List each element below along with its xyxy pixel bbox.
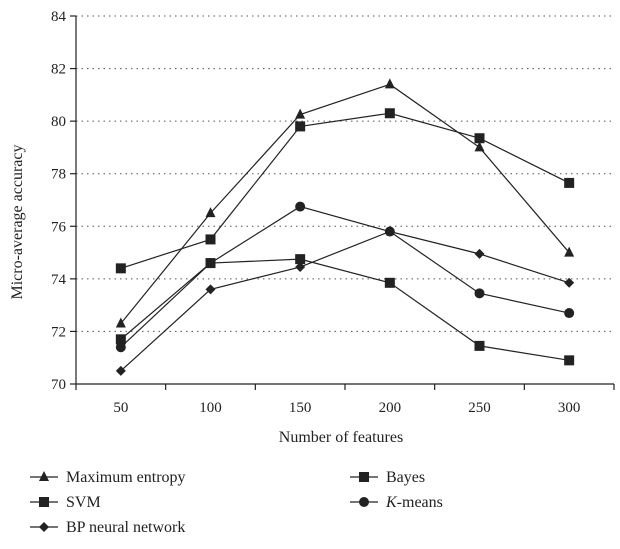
- point-bayes-50: [115, 263, 126, 274]
- legend-label-maximum-entropy: Maximum entropy: [66, 469, 186, 486]
- point-k-means-100: [205, 258, 216, 269]
- legend-label-svm: SVM: [66, 494, 101, 511]
- point-svm-50: [115, 334, 126, 345]
- series-line-bayes: [120, 112, 570, 269]
- legend-item-maximum-entropy: Maximum entropy: [30, 469, 186, 486]
- legend-item-bayes: Bayes: [350, 469, 425, 486]
- series-bayes: [115, 108, 575, 274]
- point-bayes-150: [295, 121, 306, 132]
- gridlines: [76, 15, 614, 332]
- x-tick-label-300: 300: [558, 400, 581, 416]
- legend-marker-bayes: [359, 472, 369, 482]
- series: [115, 78, 575, 376]
- legend-label-bayes: Bayes: [386, 469, 425, 486]
- y-tick-label-82: 82: [51, 62, 66, 78]
- x-axis-title: Number of features: [279, 429, 403, 446]
- legend-label-k-means: K-means: [385, 494, 443, 511]
- point-maximum-entropy-100: [205, 207, 216, 218]
- point-maximum-entropy-300: [564, 246, 575, 257]
- point-svm-150: [295, 254, 306, 265]
- point-bayes-100: [205, 234, 216, 245]
- legend-label-bp-neural-network: BP neural network: [66, 519, 185, 536]
- point-maximum-entropy-150: [295, 108, 306, 119]
- point-k-means-150: [295, 201, 306, 212]
- y-tick-label-78: 78: [51, 167, 66, 183]
- legend-marker-svm: [39, 497, 49, 507]
- point-bp-neural-network-50: [115, 365, 126, 376]
- point-bp-neural-network-150: [295, 262, 306, 273]
- series-maximum-entropy: [115, 78, 575, 328]
- series-line-svm: [120, 258, 570, 361]
- legend-marker-bp-neural-network: [39, 522, 49, 532]
- y-axis-title: Micro-average accuracy: [9, 145, 26, 300]
- point-bayes-200: [384, 108, 395, 119]
- y-tick-label-80: 80: [51, 114, 66, 130]
- x-tick-label-50: 50: [113, 400, 128, 416]
- point-bp-neural-network-250: [474, 248, 485, 259]
- x-tick-label-100: 100: [199, 400, 222, 416]
- series-bp-neural-network: [115, 226, 575, 376]
- point-bayes-300: [564, 177, 575, 188]
- y-tick-label-76: 76: [51, 219, 67, 235]
- series-svm: [115, 254, 575, 366]
- point-k-means-300: [564, 308, 575, 319]
- point-svm-200: [384, 277, 395, 288]
- point-maximum-entropy-200: [384, 78, 395, 89]
- point-bp-neural-network-300: [564, 277, 575, 288]
- legend-item-bp-neural-network: BP neural network: [30, 519, 185, 536]
- point-svm-300: [564, 355, 575, 366]
- y-tick-label-74: 74: [51, 272, 67, 288]
- point-k-means-250: [474, 288, 485, 299]
- point-k-means-50: [115, 342, 126, 353]
- point-bp-neural-network-100: [205, 284, 216, 295]
- legend-marker-maximum-entropy: [39, 471, 49, 481]
- y-tick-label-70: 70: [51, 377, 66, 393]
- point-bp-neural-network-200: [384, 226, 395, 237]
- point-bayes-250: [474, 133, 485, 144]
- y-tick-label-84: 84: [51, 9, 67, 25]
- point-maximum-entropy-250: [474, 141, 485, 152]
- point-svm-250: [474, 340, 485, 351]
- x-tick-label-250: 250: [468, 400, 491, 416]
- legend-marker-k-means: [359, 497, 369, 507]
- x-tick-label-150: 150: [289, 400, 312, 416]
- series-line-bp-neural-network: [120, 230, 570, 372]
- legend-item-k-means: K-means: [350, 494, 443, 511]
- series-line-maximum-entropy: [120, 83, 570, 324]
- series-line-k-means: [120, 205, 570, 348]
- x-tick-label-200: 200: [379, 400, 402, 416]
- tick-labels: 70 72 74 76 78 80 82 84 50 100 150 200 250 300: [51, 9, 580, 416]
- legend-item-svm: SVM: [30, 494, 101, 511]
- y-tick-label-72: 72: [51, 324, 66, 340]
- series-k-means: [115, 201, 575, 353]
- axes: [70, 15, 615, 390]
- legend: Maximum entropy Bayes SVM K-means BP neural …: [30, 469, 443, 536]
- point-maximum-entropy-50: [115, 317, 126, 328]
